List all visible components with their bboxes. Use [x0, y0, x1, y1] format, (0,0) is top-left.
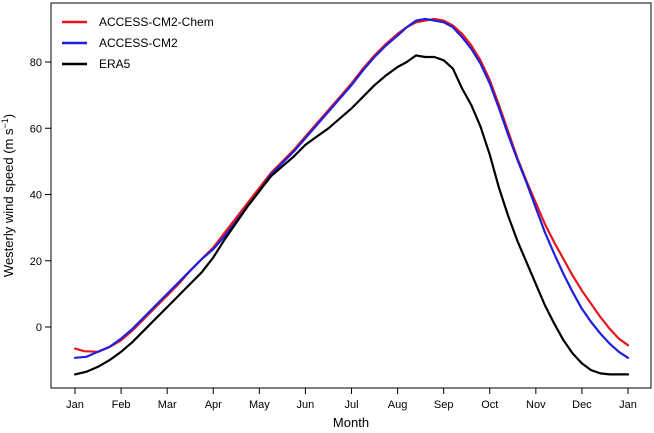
x-tick-label: Feb [112, 399, 131, 411]
x-tick-label: Jun [297, 399, 315, 411]
legend-label: ACCESS-CM2-Chem [99, 15, 214, 29]
x-tick-label: Sep [434, 399, 454, 411]
x-tick-label: Nov [526, 399, 546, 411]
y-axis-title-main: Westerly wind speed (m s [1, 128, 16, 277]
x-tick-label: Jan [619, 399, 637, 411]
y-tick-label: 80 [30, 57, 42, 69]
series-line-access-cm2-chem [73, 17, 630, 353]
x-tick-label: Oct [481, 399, 498, 411]
plot-area [50, 2, 652, 389]
legend-label: ACCESS-CM2 [99, 36, 178, 50]
y-tick-label: 40 [30, 190, 42, 202]
series-line-access-cm2 [73, 17, 630, 359]
plot-frame [50, 2, 652, 389]
y-axis-title-superscript: −1 [0, 118, 10, 128]
x-axis-title: Month [333, 415, 369, 430]
y-tick-label: 60 [30, 123, 42, 135]
x-tick-label: Jan [66, 399, 84, 411]
series-line-era5 [73, 54, 630, 376]
x-tick-label: Mar [158, 399, 177, 411]
legend: ACCESS-CM2-Chem ACCESS-CM2 ERA5 [62, 15, 214, 71]
x-tick-label: Jul [344, 399, 358, 411]
x-tick-label: Apr [205, 399, 222, 411]
axis-ticks: Jan Feb Mar Apr May Jun Jul Aug Sep Oct Nov Dec Jan 0… [30, 57, 637, 411]
legend-label: ERA5 [99, 57, 131, 71]
x-tick-label: Aug [388, 399, 408, 411]
x-tick-label: May [249, 399, 270, 411]
series-lines [73, 17, 630, 376]
y-tick-label: 20 [30, 256, 42, 268]
x-tick-label: Dec [572, 399, 592, 411]
y-axis-title-close: ) [1, 114, 16, 118]
y-axis-title: Westerly wind speed (m s−1) [0, 114, 16, 277]
y-tick-label: 0 [36, 322, 42, 334]
